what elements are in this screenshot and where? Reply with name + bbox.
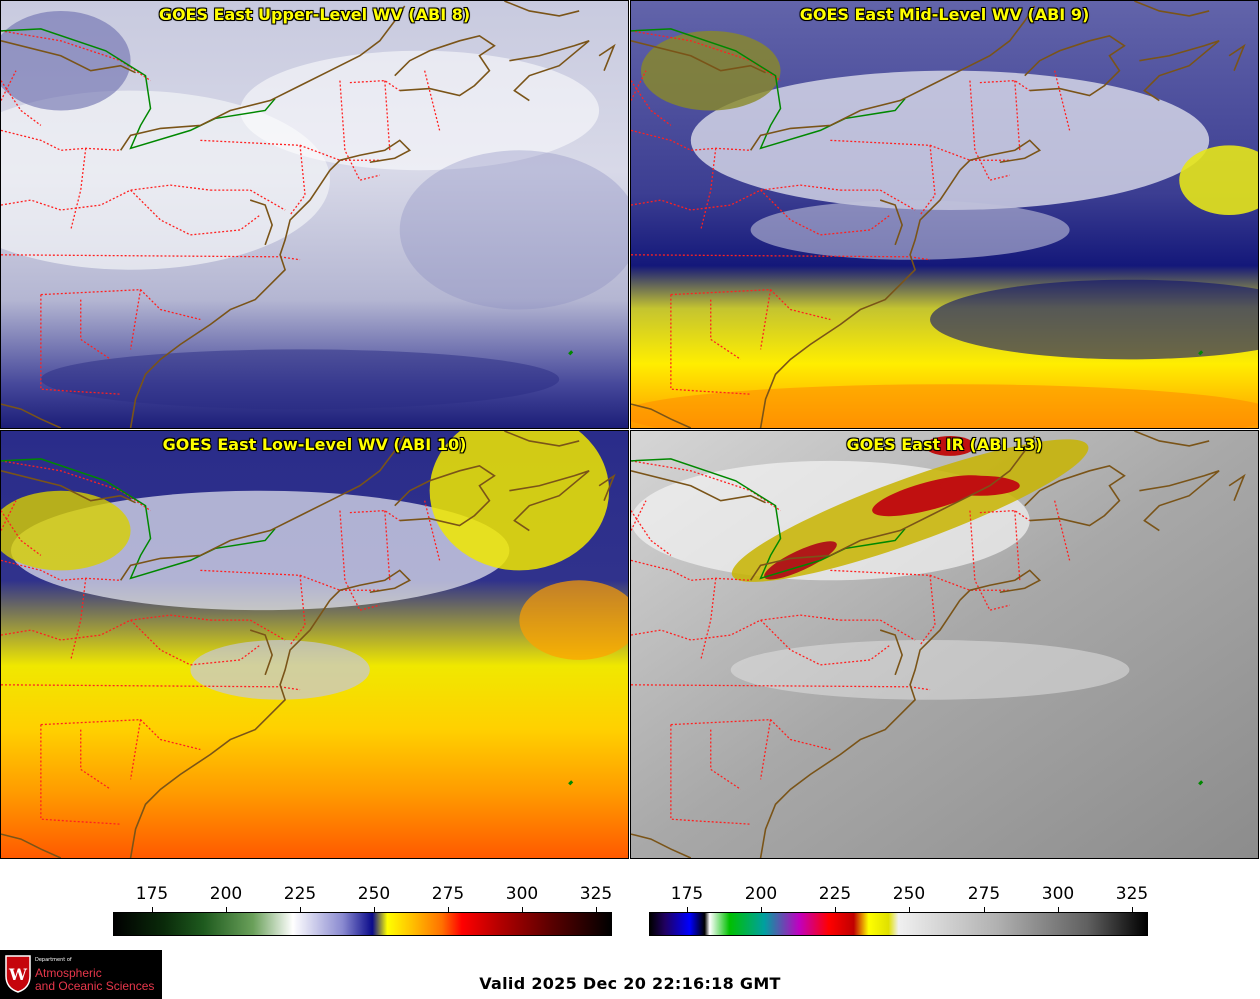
tick-label: 325 bbox=[579, 884, 613, 904]
tick-label: 275 bbox=[431, 884, 465, 904]
uw-crest-icon: W bbox=[5, 955, 31, 993]
tick-label: 250 bbox=[357, 884, 391, 904]
panel-mid-level-wv: GOES East Mid-Level WV (ABI 9) bbox=[630, 0, 1259, 429]
panel-low-level-wv: GOES East Low-Level WV (ABI 10) bbox=[0, 430, 629, 859]
wv-colorbar bbox=[113, 912, 612, 936]
panel-title: GOES East Mid-Level WV (ABI 9) bbox=[799, 5, 1090, 24]
tick-mark bbox=[152, 907, 153, 913]
tick-label: 200 bbox=[744, 884, 778, 904]
ir-colorbar-ticks: 175 200 225 250 275 300 325 bbox=[649, 873, 1148, 913]
tick-mark bbox=[984, 907, 985, 913]
wv-low-image bbox=[1, 431, 628, 858]
tick-label: 250 bbox=[892, 884, 926, 904]
valid-time: Valid 2025 Dec 20 22:16:18 GMT bbox=[479, 974, 781, 993]
tick-label: 200 bbox=[209, 884, 243, 904]
tick-label: 325 bbox=[1115, 884, 1149, 904]
tick-label: 300 bbox=[1041, 884, 1075, 904]
tick-mark bbox=[374, 907, 375, 913]
tick-label: 225 bbox=[818, 884, 852, 904]
tick-mark bbox=[448, 907, 449, 913]
tick-label: 175 bbox=[135, 884, 169, 904]
tick-label: 300 bbox=[505, 884, 539, 904]
tick-mark bbox=[596, 907, 597, 913]
panel-title: GOES East Upper-Level WV (ABI 8) bbox=[158, 5, 471, 24]
tick-mark bbox=[687, 907, 688, 913]
tick-label: 225 bbox=[283, 884, 317, 904]
aos-logo: W Department of Atmospheric and Oceanic … bbox=[0, 950, 162, 999]
panel-upper-level-wv: GOES East Upper-Level WV (ABI 8) bbox=[0, 0, 629, 429]
tick-mark bbox=[1132, 907, 1133, 913]
tick-mark bbox=[1058, 907, 1059, 913]
tick-label: 275 bbox=[967, 884, 1001, 904]
panel-title: GOES East Low-Level WV (ABI 10) bbox=[162, 435, 467, 454]
tick-mark bbox=[835, 907, 836, 913]
tick-label: 175 bbox=[670, 884, 704, 904]
wv-mid-image bbox=[631, 1, 1258, 428]
panel-ir: GOES East IR (ABI 13) bbox=[630, 430, 1259, 859]
ir-image bbox=[631, 431, 1258, 858]
tick-mark bbox=[226, 907, 227, 913]
ir-colorbar bbox=[649, 912, 1148, 936]
tick-mark bbox=[522, 907, 523, 913]
logo-name-line2: and Oceanic Sciences bbox=[35, 979, 155, 993]
panel-title: GOES East IR (ABI 13) bbox=[846, 435, 1043, 454]
tick-mark bbox=[909, 907, 910, 913]
logo-name-line1: Atmospheric bbox=[35, 966, 102, 980]
wv-upper-image bbox=[1, 1, 628, 428]
tick-mark bbox=[761, 907, 762, 913]
wv-colorbar-ticks: 175 200 225 250 275 300 325 bbox=[113, 873, 612, 913]
crest-letter: W bbox=[8, 965, 28, 984]
tick-mark bbox=[300, 907, 301, 913]
logo-dept-line: Department of bbox=[35, 957, 72, 963]
